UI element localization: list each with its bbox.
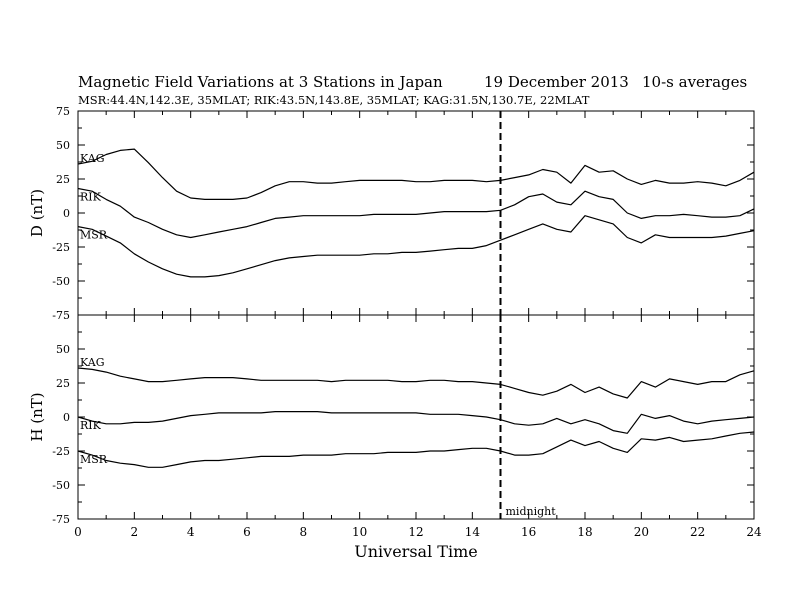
d-ytick-label: -50 [52, 275, 70, 288]
h-ytick-label: -25 [52, 445, 70, 458]
d-ytick-label: -75 [52, 309, 70, 322]
d-ytick-label: 50 [56, 139, 70, 152]
d-ytick-label: 25 [56, 173, 70, 186]
x-tick-label: 20 [634, 525, 649, 539]
x-tick-label: 12 [408, 525, 423, 539]
d-plot-frame [77, 110, 755, 316]
h-series-kag-line [77, 367, 755, 399]
date-label: 19 December 2013 [484, 73, 629, 91]
d-series-kag-line [77, 148, 755, 200]
d-series-msr-line [77, 215, 755, 278]
d-component-panel: -75 -50 -25 0 25 50 75 D (nT) KAG RIK MSR [28, 105, 755, 322]
chart-title: Magnetic Field Variations at 3 Stations … [78, 73, 443, 91]
d-ytick-label: 75 [56, 105, 70, 118]
x-tick-label: 8 [300, 525, 308, 539]
x-tick-label: 22 [690, 525, 705, 539]
x-tick-label: 4 [187, 525, 195, 539]
x-tick-label: 0 [74, 525, 82, 539]
x-tick-label: 2 [131, 525, 139, 539]
h-ytick-label: 0 [63, 411, 70, 424]
d-y-axis-label: D (nT) [28, 189, 46, 237]
x-axis-label: Universal Time [354, 542, 477, 561]
h-series-msr-line [77, 431, 755, 468]
h-ytick-label: 50 [56, 343, 70, 356]
x-tick-label: 10 [352, 525, 367, 539]
x-tick-label: 24 [746, 525, 762, 539]
d-series-rik-line [77, 187, 755, 239]
d-series-kag-label: KAG [80, 152, 105, 165]
h-midnight-label: midnight [506, 505, 557, 518]
h-series-kag-label: KAG [80, 356, 105, 369]
x-tick-label: 16 [521, 525, 536, 539]
h-ytick-label: -50 [52, 479, 70, 492]
x-tick-label: 18 [577, 525, 592, 539]
d-series-msr-label: MSR [80, 229, 108, 242]
h-ytick-label: -75 [52, 513, 70, 526]
h-series-rik-line [77, 411, 755, 434]
d-ytick-label: 0 [63, 207, 70, 220]
d-series-rik-label: RIK [80, 191, 102, 204]
h-series-msr-label: MSR [80, 453, 108, 466]
x-tick-label: 14 [465, 525, 481, 539]
stations-subtitle: MSR:44.4N,142.3E, 35MLAT; RIK:43.5N,143.… [78, 93, 590, 107]
x-tick-label: 6 [243, 525, 251, 539]
h-series-rik-label: RIK [80, 419, 102, 432]
d-ytick-label: -25 [52, 241, 70, 254]
averaging-label: 10-s averages [642, 73, 748, 91]
h-ytick-label: 25 [56, 377, 70, 390]
h-y-axis-label: H (nT) [28, 392, 46, 441]
